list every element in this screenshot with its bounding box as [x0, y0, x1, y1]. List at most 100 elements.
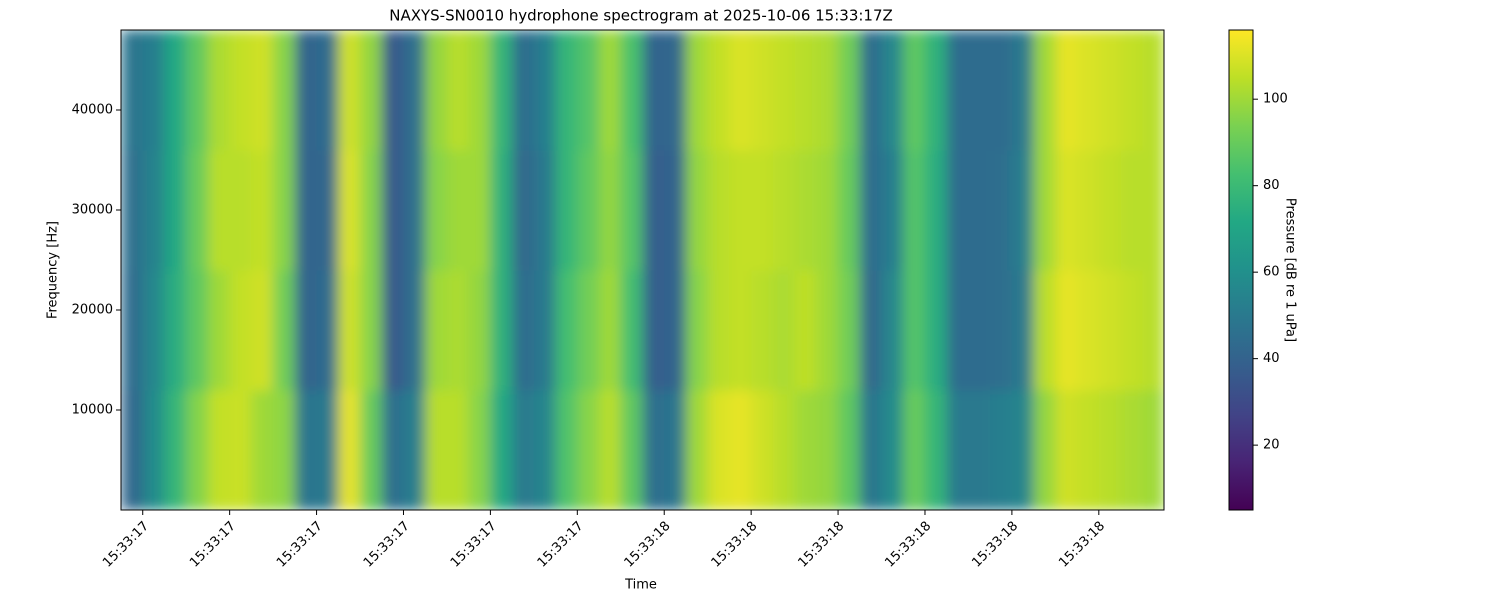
heatmap-cell [533, 270, 557, 391]
y-axis-label: Frequency [Hz] [46, 221, 61, 319]
heatmap-cell [642, 30, 665, 151]
heatmap-cell [664, 390, 687, 510]
heatmap-cell [729, 390, 752, 510]
heatmap-cell [946, 30, 969, 151]
heatmap-cell [946, 390, 969, 510]
x-axis-label: Time [624, 578, 657, 593]
heatmap-cell [707, 150, 730, 271]
heatmap-cell [1120, 270, 1143, 391]
heatmap-cell [512, 270, 535, 391]
heatmap-cell [316, 150, 339, 271]
heatmap-cell [294, 30, 318, 151]
heatmap-cell [164, 390, 187, 510]
heatmap-cell [403, 390, 426, 510]
heatmap-cell [1011, 390, 1035, 510]
x-tick-label: 15:33:18 [709, 519, 761, 571]
heatmap-cell [685, 270, 709, 391]
colorbar [1228, 29, 1254, 511]
heatmap-cell [620, 150, 643, 271]
heatmap-cell [1055, 390, 1078, 510]
heatmap-cell [599, 150, 622, 271]
heatmap-cell [403, 150, 426, 271]
x-tick-label: 15:33:18 [882, 519, 934, 571]
heatmap-cell [903, 30, 926, 151]
heatmap-cell [533, 390, 557, 510]
heatmap-cell [294, 390, 318, 510]
heatmap-cell [577, 30, 600, 151]
heatmap-cell [903, 270, 926, 391]
heatmap-cell [924, 150, 948, 271]
heatmap-cell [446, 270, 470, 391]
heatmap-cell [772, 150, 796, 271]
heatmap-cell [425, 150, 448, 271]
heatmap-cell [490, 270, 513, 391]
heatmap-cell [273, 270, 296, 391]
plot-frame [120, 29, 1165, 511]
heatmap-cell [1055, 270, 1078, 391]
heatmap-cell [294, 150, 318, 271]
heatmap-cell [555, 390, 578, 510]
heatmap-cell [838, 390, 861, 510]
heatmap-cell [990, 30, 1013, 151]
heatmap-cell [121, 30, 144, 151]
heatmap-cell [1077, 390, 1100, 510]
heatmap-cell [490, 30, 513, 151]
heatmap-cell [751, 150, 774, 271]
heatmap-cell [360, 150, 383, 271]
heatmap-cell [599, 270, 622, 391]
heatmap-cell [816, 270, 839, 391]
heatmap-cell [186, 150, 209, 271]
heatmap-cell [207, 390, 231, 510]
heatmap-cell [164, 30, 187, 151]
y-tick-label: 20000 [72, 303, 113, 318]
heatmap-cell [577, 150, 600, 271]
heatmap-cell [512, 390, 535, 510]
heatmap-cell [142, 270, 165, 391]
heatmap-cell [490, 150, 513, 271]
heatmap-cell [1033, 390, 1056, 510]
heatmap-cell [251, 150, 274, 271]
heatmap-cell [577, 390, 600, 510]
heatmap-cell [1142, 30, 1164, 151]
heatmap-cell [555, 30, 578, 151]
heatmap-cell [642, 150, 665, 271]
heatmap-cell [468, 30, 491, 151]
heatmap-cell [403, 30, 426, 151]
heatmap-cell [446, 150, 470, 271]
heatmap-cell [751, 270, 774, 391]
heatmap-cell [229, 270, 252, 391]
heatmap-cell [599, 30, 622, 151]
x-tick-label: 15:33:18 [795, 519, 847, 571]
heatmap-cell [968, 270, 991, 391]
heatmap-cell [772, 30, 796, 151]
heatmap-cell [990, 270, 1013, 391]
heatmap-cell [468, 270, 491, 391]
heatmap-cell [816, 150, 839, 271]
x-tick-label: 15:33:17 [100, 519, 152, 571]
heatmap-cell [751, 390, 774, 510]
heatmap-cell [1120, 150, 1143, 271]
heatmap-cell [1011, 150, 1035, 271]
colorbar-tick-label: 100 [1263, 92, 1288, 107]
heatmap-cell [338, 390, 361, 510]
heatmap-cell [316, 30, 339, 151]
heatmap-cell [1033, 30, 1056, 151]
heatmap-cell [729, 30, 752, 151]
colorbar-tick-label: 20 [1263, 438, 1280, 453]
x-tick-label: 15:33:18 [622, 519, 674, 571]
heatmap-cell [664, 150, 687, 271]
heatmap-cell [142, 30, 165, 151]
heatmap-cell [121, 390, 144, 510]
heatmap-cell [533, 150, 557, 271]
heatmap-cell [381, 270, 404, 391]
heatmap-cell [685, 390, 709, 510]
heatmap-cell [1011, 270, 1035, 391]
colorbar-tick-label: 40 [1263, 351, 1280, 366]
heatmap-cell [468, 390, 491, 510]
heatmap-cell [924, 390, 948, 510]
heatmap-cell [381, 30, 404, 151]
heatmap-cell [229, 150, 252, 271]
heatmap-cell [403, 270, 426, 391]
heatmap-cell [186, 270, 209, 391]
heatmap-cell [360, 270, 383, 391]
